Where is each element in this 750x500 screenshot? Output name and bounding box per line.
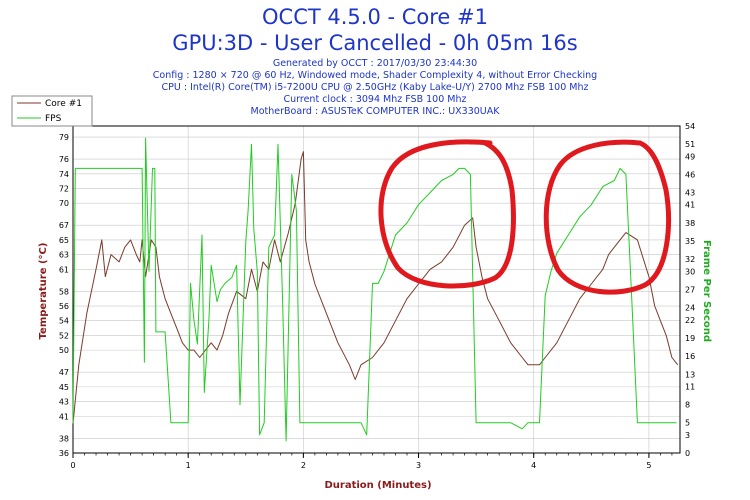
y-axis-right-label: Frame Per Second (701, 240, 712, 342)
y-left-tick-label: 38 (59, 434, 69, 443)
y-right-tick-label: 32 (685, 255, 695, 264)
y-left-tick-label: 52 (59, 331, 69, 340)
y-left-tick-label: 58 (59, 287, 69, 296)
chart-title: OCCT 4.5.0 - Core #1 (262, 5, 488, 29)
y-right-tick-label: 8 (685, 401, 690, 410)
y-left-tick-label: 50 (59, 346, 69, 355)
annotation-layer (378, 139, 671, 295)
plot-frame (72, 125, 681, 454)
red-circle-annotation-2 (543, 139, 671, 295)
y-left-tick-label: 47 (59, 368, 69, 377)
y-right-tick-label: 19 (685, 334, 695, 343)
config-line: Config : 1280 × 720 @ 60 Hz, Windowed mo… (152, 70, 598, 81)
y-left-tick-label: 74 (59, 170, 69, 179)
x-tick-label: 5 (646, 461, 651, 470)
y-left-tick-label: 54 (59, 317, 69, 326)
y-axis-left-label: Temperature (°C) (38, 243, 49, 340)
y-right-tick-label: 38 (685, 219, 695, 228)
legend-box (11, 95, 93, 127)
legend-label-core: Core #1 (45, 99, 82, 109)
y-right-tick-label: 0 (685, 449, 690, 458)
series-line-fps (72, 137, 677, 442)
y-right-tick-label: 51 (685, 140, 695, 149)
y-left-tick-label: 43 (59, 398, 69, 407)
y-left-tick-label: 63 (59, 251, 69, 260)
x-tick-label: 2 (301, 461, 306, 470)
y-right-tick-label: 41 (685, 201, 695, 210)
red-circle-annotation-1 (378, 139, 516, 289)
y-right-tick-label: 46 (685, 170, 695, 179)
x-tick-label: 4 (531, 461, 536, 470)
grid-lines (72, 126, 680, 454)
y-left-tick-label: 76 (59, 155, 69, 164)
x-axis-label: Duration (Minutes) (324, 480, 431, 491)
y-right-tick-label: 54 (685, 122, 695, 131)
y-left-tick-label: 45 (59, 383, 69, 392)
left-axis-ticks: 36 38 41 43 45 47 50 52 54 56 58 61 63 65 67 70 72 74 76 79 (59, 133, 69, 458)
x-tick-label: 0 (70, 461, 75, 470)
legend: Core #1 FPS (11, 95, 93, 127)
y-right-tick-label: 27 (685, 286, 695, 295)
y-right-tick-label: 24 (685, 304, 695, 313)
y-right-tick-label: 3 (685, 431, 690, 440)
y-right-tick-label: 49 (685, 152, 695, 161)
y-right-tick-label: 11 (685, 382, 695, 391)
x-tick-label: 3 (416, 461, 421, 470)
series-layer (72, 137, 679, 442)
y-right-tick-label: 43 (685, 189, 695, 198)
x-tick-label: 1 (186, 461, 191, 470)
y-right-tick-label: 22 (685, 316, 695, 325)
y-left-tick-label: 65 (59, 236, 69, 245)
y-right-tick-label: 35 (685, 237, 695, 246)
y-left-tick-label: 72 (59, 184, 69, 193)
y-left-tick-label: 79 (59, 133, 69, 142)
chart-subtitle: GPU:3D - User Cancelled - 0h 05m 16s (172, 31, 578, 55)
legend-label-fps: FPS (45, 114, 62, 124)
generated-line: Generated by OCCT : 2017/03/30 23:44:30 (272, 58, 478, 69)
y-left-tick-label: 61 (59, 265, 69, 274)
y-right-tick-label: 13 (685, 370, 695, 379)
y-left-tick-label: 56 (59, 302, 69, 311)
y-left-tick-label: 70 (59, 199, 69, 208)
y-right-tick-label: 5 (685, 419, 690, 428)
y-right-tick-label: 16 (685, 352, 695, 361)
cpu-line: CPU : Intel(R) Core(TM) i5-7200U CPU @ 2… (161, 82, 589, 93)
y-left-tick-label: 41 (59, 412, 69, 421)
y-left-tick-label: 67 (59, 221, 69, 230)
motherboard-line: MotherBoard : ASUSTeK COMPUTER INC.: UX3… (250, 106, 500, 117)
clock-line: Current clock : 3094 Mhz FSB 100 Mhz (283, 94, 467, 105)
x-axis-ticks: 0 1 2 3 4 5 (70, 453, 673, 470)
y-left-tick-label: 36 (59, 449, 69, 458)
y-right-tick-label: 30 (685, 267, 695, 276)
